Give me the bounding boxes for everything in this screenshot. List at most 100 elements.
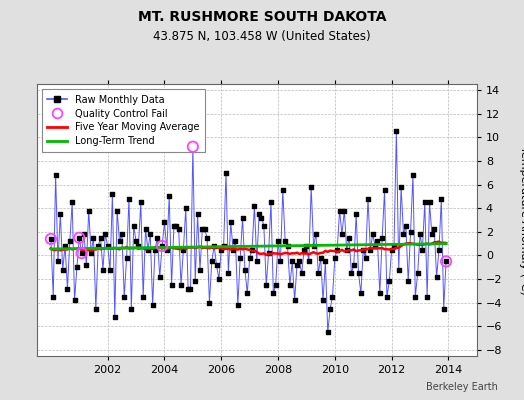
Point <box>80 231 88 237</box>
Point <box>210 243 219 249</box>
Point <box>208 258 216 264</box>
Point <box>267 199 275 206</box>
Point <box>158 243 166 249</box>
Point <box>113 207 122 214</box>
Point <box>385 278 394 285</box>
Point <box>215 276 223 282</box>
Point <box>179 246 188 253</box>
Point <box>87 250 95 256</box>
Point <box>92 306 100 312</box>
Point <box>368 231 377 237</box>
Point <box>345 234 353 241</box>
Point <box>99 266 107 273</box>
Point <box>343 246 351 253</box>
Point <box>312 231 320 237</box>
Point <box>335 207 344 214</box>
Point <box>177 282 185 288</box>
Point <box>82 262 91 268</box>
Point <box>236 255 244 261</box>
Point <box>148 302 157 308</box>
Point <box>198 226 206 233</box>
Point <box>376 290 384 296</box>
Point <box>201 226 209 233</box>
Point <box>160 219 169 226</box>
Point <box>430 226 439 233</box>
Point <box>59 266 67 273</box>
Point <box>309 243 318 249</box>
Point <box>404 278 412 285</box>
Point <box>366 246 375 253</box>
Point <box>137 199 145 206</box>
Point <box>333 246 342 253</box>
Point <box>440 306 448 312</box>
Point <box>170 223 178 229</box>
Point <box>54 258 62 264</box>
Point <box>146 231 155 237</box>
Point <box>357 290 365 296</box>
Point <box>307 184 315 190</box>
Point <box>395 266 403 273</box>
Point <box>127 306 136 312</box>
Point <box>162 246 171 253</box>
Text: MT. RUSHMORE SOUTH DAKOTA: MT. RUSHMORE SOUTH DAKOTA <box>138 10 386 24</box>
Point <box>271 282 280 288</box>
Point <box>47 236 55 242</box>
Point <box>281 238 289 244</box>
Point <box>191 278 200 285</box>
Point <box>274 238 282 244</box>
Point <box>362 255 370 261</box>
Point <box>212 262 221 268</box>
Point <box>418 246 427 253</box>
Point <box>321 258 330 264</box>
Point <box>283 243 292 249</box>
Point <box>134 243 143 249</box>
Point <box>241 266 249 273</box>
Point <box>106 266 114 273</box>
Point <box>442 258 450 264</box>
Point <box>350 262 358 268</box>
Point <box>314 270 322 276</box>
Point <box>323 329 332 336</box>
Point <box>286 282 294 288</box>
Point <box>68 199 77 206</box>
Point <box>364 196 372 202</box>
Point <box>196 266 204 273</box>
Point <box>123 255 131 261</box>
Point <box>84 207 93 214</box>
Point <box>203 234 211 241</box>
Point <box>120 294 128 300</box>
Point <box>132 238 140 244</box>
Point <box>421 199 429 206</box>
Point <box>354 270 363 276</box>
Point <box>49 294 58 300</box>
Point <box>66 238 74 244</box>
Point <box>383 294 391 300</box>
Point <box>238 214 247 221</box>
Point <box>260 223 268 229</box>
Point <box>115 238 124 244</box>
Point <box>326 306 334 312</box>
Point <box>165 193 173 200</box>
Point <box>182 205 190 211</box>
Point <box>432 274 441 280</box>
Point <box>73 264 81 270</box>
Point <box>262 282 270 288</box>
Point <box>338 231 346 237</box>
Point <box>329 294 337 300</box>
Point <box>153 234 161 241</box>
Point <box>316 255 325 261</box>
Point <box>172 223 180 229</box>
Point <box>293 262 301 268</box>
Point <box>319 297 327 304</box>
Point <box>397 184 405 190</box>
Point <box>234 302 242 308</box>
Point <box>101 231 110 237</box>
Point <box>226 219 235 226</box>
Point <box>407 229 415 235</box>
Point <box>96 234 105 241</box>
Point <box>298 270 306 276</box>
Point <box>435 246 443 253</box>
Point <box>359 246 367 253</box>
Point <box>409 172 417 178</box>
Point <box>61 243 69 249</box>
